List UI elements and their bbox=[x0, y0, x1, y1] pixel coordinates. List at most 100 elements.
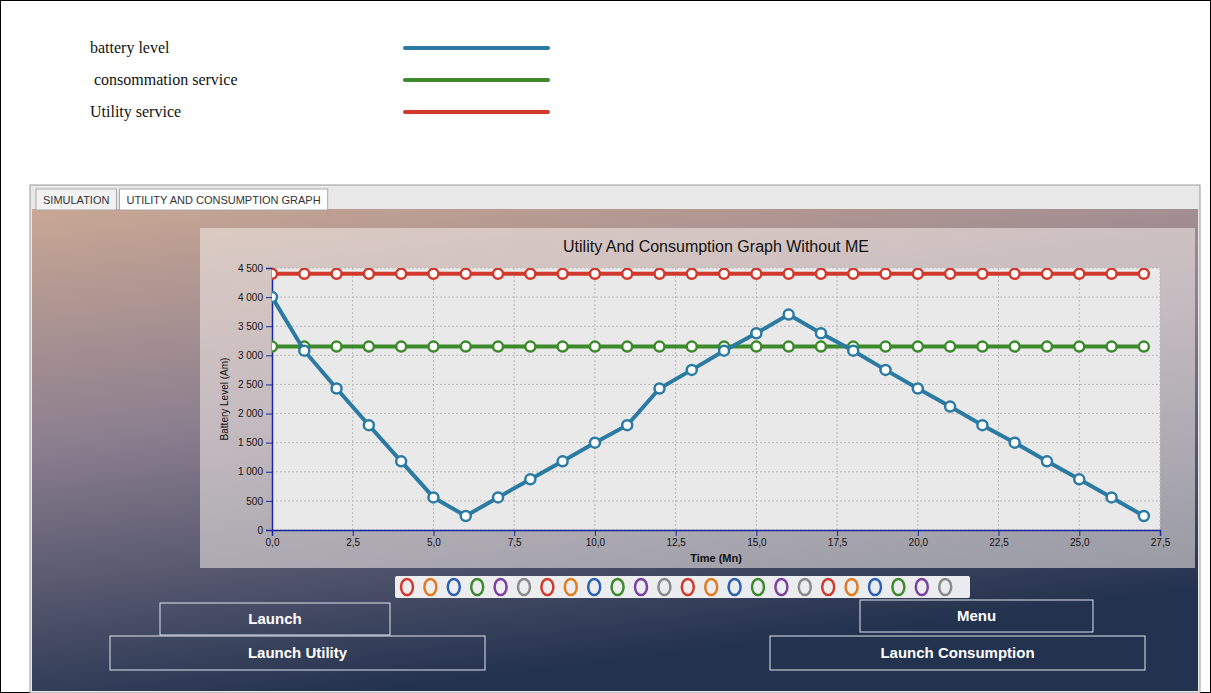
tick-label: 7,5 bbox=[508, 537, 522, 548]
button-box[interactable] bbox=[160, 603, 390, 635]
series-marker bbox=[1139, 342, 1149, 352]
series-marker bbox=[590, 438, 600, 448]
series-marker bbox=[816, 269, 826, 279]
legend-swatch bbox=[405, 46, 548, 50]
series-marker bbox=[977, 420, 987, 430]
ring-icon bbox=[846, 579, 858, 595]
page-frame bbox=[1, 1, 1211, 693]
series-marker bbox=[784, 310, 794, 320]
tick-label: 22,5 bbox=[989, 537, 1009, 548]
series-marker bbox=[1074, 269, 1084, 279]
plot-area bbox=[272, 268, 1160, 530]
tick-label: 0,0 bbox=[266, 537, 280, 548]
tick-mark bbox=[266, 326, 272, 327]
series-marker bbox=[525, 342, 535, 352]
tick-mark bbox=[1160, 530, 1161, 536]
x-axis: 0,02,55,07,510,012,515,017,520,022,525,0… bbox=[266, 530, 1171, 548]
tick-mark bbox=[918, 530, 919, 536]
series-marker bbox=[816, 328, 826, 338]
ring-icon bbox=[822, 579, 834, 595]
app-background bbox=[32, 209, 1198, 691]
series-marker bbox=[428, 492, 438, 502]
ring-icon bbox=[588, 579, 600, 595]
series-marker bbox=[719, 269, 729, 279]
x-axis-title: Time (Mn) bbox=[690, 552, 742, 564]
series-marker bbox=[1042, 456, 1052, 466]
x-tick: 7,5 bbox=[508, 530, 522, 548]
y-axis: 05001 0001 5002 0002 5003 0003 5004 0004… bbox=[238, 263, 273, 536]
series-marker bbox=[558, 269, 568, 279]
button[interactable]: Launch Consumption bbox=[770, 636, 1145, 670]
series-marker bbox=[525, 474, 535, 484]
x-tick: 12,5 bbox=[666, 530, 686, 548]
ring-icon bbox=[518, 579, 530, 595]
tick-mark bbox=[999, 530, 1000, 536]
tick-label: 17,5 bbox=[828, 537, 848, 548]
x-tick: 25,0 bbox=[1070, 530, 1090, 548]
ring-icon bbox=[939, 579, 951, 595]
button-label[interactable]: Menu bbox=[957, 607, 996, 624]
tab-label[interactable]: SIMULATION bbox=[43, 194, 109, 206]
grid-line bbox=[1160, 268, 1161, 530]
data-layer bbox=[272, 269, 1149, 521]
grid-line bbox=[1079, 268, 1080, 530]
ring-icon bbox=[424, 579, 436, 595]
button-label[interactable]: Launch Utility bbox=[248, 644, 348, 661]
tick-label: 3 000 bbox=[238, 350, 263, 361]
ring-icon bbox=[799, 579, 811, 595]
button-box[interactable] bbox=[770, 636, 1145, 670]
grid-line bbox=[272, 442, 1160, 443]
tick-label: 15,0 bbox=[747, 537, 767, 548]
tick-mark bbox=[266, 355, 272, 356]
button[interactable]: Menu bbox=[860, 600, 1093, 632]
x-tick: 15,0 bbox=[747, 530, 767, 548]
axis-line bbox=[273, 531, 1161, 537]
series-marker bbox=[1010, 269, 1020, 279]
tab[interactable]: SIMULATION bbox=[36, 189, 116, 210]
button-label[interactable]: Launch bbox=[248, 610, 301, 627]
legend-swatch bbox=[405, 110, 548, 114]
series-line bbox=[272, 297, 1144, 516]
grid-line bbox=[433, 268, 434, 530]
tab-box[interactable] bbox=[119, 189, 327, 210]
ring-icon bbox=[916, 579, 928, 595]
series-marker bbox=[751, 328, 761, 338]
series-marker bbox=[977, 342, 987, 352]
tab[interactable]: UTILITY AND CONSUMPTION GRAPH bbox=[119, 189, 327, 210]
tick-mark bbox=[595, 530, 596, 536]
series-marker bbox=[816, 342, 826, 352]
button[interactable]: Launch Utility bbox=[110, 636, 485, 670]
tick-mark bbox=[266, 414, 272, 415]
series-marker bbox=[913, 342, 923, 352]
legend-swatch bbox=[405, 78, 548, 82]
grid-line bbox=[917, 268, 918, 530]
series-marker bbox=[1107, 492, 1117, 502]
tick-mark bbox=[1079, 530, 1080, 536]
tick-label: 4 000 bbox=[238, 292, 263, 303]
tick-mark bbox=[266, 501, 272, 502]
tab-label[interactable]: UTILITY AND CONSUMPTION GRAPH bbox=[126, 194, 320, 206]
button-box[interactable] bbox=[110, 636, 485, 670]
tick-mark bbox=[266, 472, 272, 473]
grid-line bbox=[675, 268, 676, 530]
tick-label: 1 500 bbox=[238, 437, 263, 448]
legend-label: Utility service bbox=[90, 103, 181, 121]
grid-line bbox=[272, 413, 1160, 414]
button[interactable]: Launch bbox=[160, 603, 390, 635]
series-marker bbox=[590, 269, 600, 279]
series-marker bbox=[687, 269, 697, 279]
series-marker bbox=[1074, 342, 1084, 352]
tick-mark bbox=[266, 443, 272, 444]
button-label[interactable]: Launch Consumption bbox=[880, 644, 1034, 661]
series-marker bbox=[881, 365, 891, 375]
ring-icon bbox=[448, 579, 460, 595]
series-marker bbox=[332, 384, 342, 394]
button-box[interactable] bbox=[860, 600, 1093, 632]
x-tick: 5,0 bbox=[427, 530, 441, 548]
axis-line bbox=[266, 269, 273, 531]
y-tick: 2 000 bbox=[238, 408, 272, 419]
series-marker bbox=[751, 269, 761, 279]
ring-icon bbox=[705, 579, 717, 595]
tick-label: 1 000 bbox=[238, 466, 263, 477]
tab-box[interactable] bbox=[36, 189, 116, 210]
